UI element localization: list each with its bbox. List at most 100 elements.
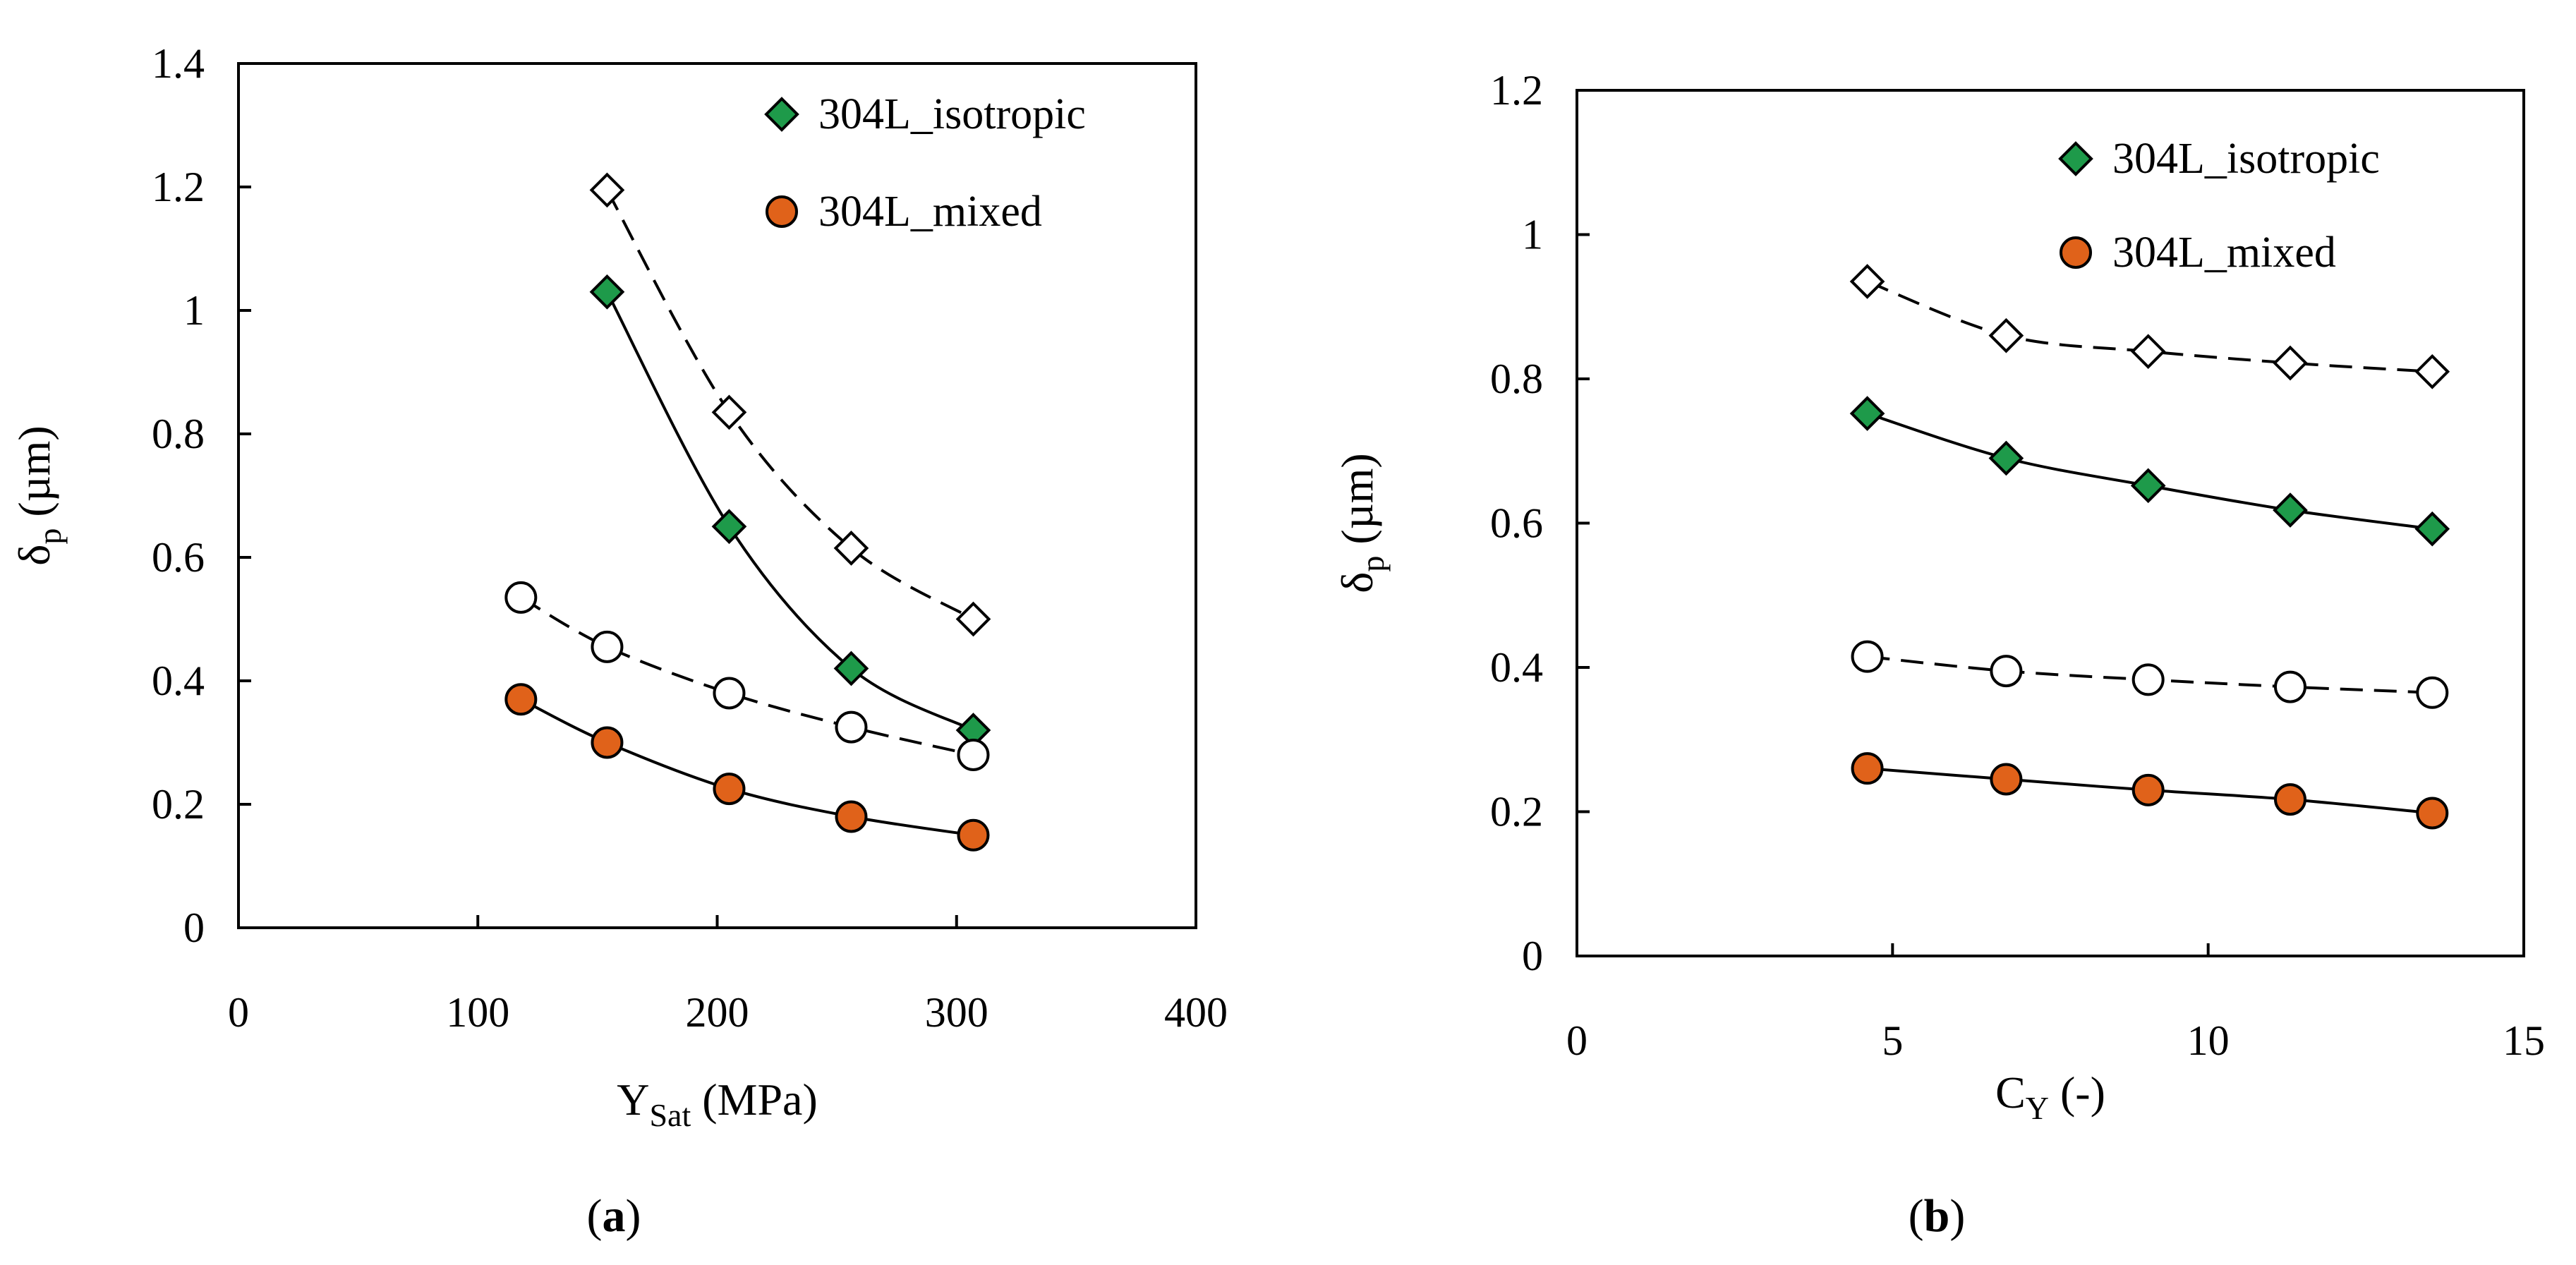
x-tick-label: 15: [2503, 1017, 2545, 1064]
y-axis-label-subscript: p: [32, 528, 68, 545]
data-point-0-0: [1849, 396, 1885, 431]
panel-b-chart: 0 0.2 0.4 0.6 0.8 1 1.2 0 5 10 15 CY (-) δp (µm) (b) 3…: [1332, 67, 2545, 1242]
series-line-0: [605, 291, 974, 732]
data-point-2-3: [835, 800, 868, 833]
y-tick-label: 0.6: [1490, 500, 1543, 547]
x-axis-label-main: C: [1995, 1067, 2026, 1118]
data-point-2-2: [2131, 773, 2165, 806]
legend-label-1: 304L_mixed: [818, 188, 1042, 236]
data-point-2-4: [2416, 797, 2449, 830]
data-point-2-1: [1990, 763, 2023, 796]
data-point-3-4: [2416, 676, 2449, 709]
series-line-2: [520, 698, 974, 837]
data-point-2-4: [957, 818, 990, 852]
data-point-3-0: [1851, 640, 1884, 673]
x-axis-label-unit: (-): [2049, 1067, 2105, 1118]
data-point-2-1: [591, 726, 624, 759]
data-point-1-2: [833, 531, 869, 566]
y-tick-label: 0.4: [152, 658, 205, 704]
y-tick-label: 1.4: [152, 40, 205, 87]
data-point-0-2: [833, 650, 869, 686]
x-tick-label: 0: [228, 989, 249, 1036]
data-point-0-0: [589, 274, 625, 310]
legend: 304L_isotropic 304L_mixed: [2058, 135, 2380, 277]
y-tick-label: 0.8: [1490, 356, 1543, 402]
x-tick-label: 5: [1882, 1017, 1903, 1064]
panel-a-chart: 0 0.2 0.4 0.6 0.8 1 1.2 1.4 0 100 200 300 400 YSat (M…: [9, 40, 1228, 1242]
y-tick-label: 1.2: [152, 164, 205, 210]
data-point-3-3: [835, 710, 868, 744]
x-tick-label: 400: [1164, 989, 1228, 1036]
data-point-1-2: [2130, 334, 2166, 369]
data-point-3-2: [713, 677, 746, 710]
legend: 304L_isotropic 304L_mixed: [764, 90, 1086, 236]
x-axis-label-subscript: Sat: [649, 1097, 691, 1133]
x-tick-label: 300: [925, 989, 988, 1036]
data-point-1-3: [955, 601, 991, 637]
y-tick-label: 1: [1522, 212, 1543, 258]
y-tick-label: 0.4: [1490, 644, 1543, 691]
series-line-3: [520, 596, 974, 756]
y-axis-label-main: δ: [1332, 572, 1382, 593]
y-axis-label: δp (µm): [9, 425, 68, 565]
x-axis-label: YSat (MPa): [617, 1075, 818, 1133]
data-point-3-4: [957, 739, 990, 771]
panel-label: (a): [587, 1190, 641, 1242]
data-point-0-3: [2273, 492, 2308, 528]
data-point-3-3: [2273, 670, 2306, 703]
legend-marker-1: [2060, 236, 2092, 269]
data-point-3-1: [1990, 655, 2023, 688]
legend-label-1: 304L_mixed: [2112, 229, 2336, 277]
data-point-3-2: [2131, 663, 2165, 696]
x-tick-label: 0: [1566, 1017, 1588, 1064]
data-point-0-1: [711, 509, 747, 545]
panel-label-close: ): [1949, 1190, 1965, 1242]
legend-label-0: 304L_isotropic: [2112, 135, 2380, 183]
data-point-1-1: [1988, 317, 2024, 353]
legend-marker-1: [766, 195, 798, 228]
data-point-1-3: [2273, 345, 2308, 381]
x-tick-label: 100: [446, 989, 509, 1036]
legend-marker-0: [764, 97, 799, 132]
x-axis-label: CY (-): [1995, 1067, 2105, 1126]
data-point-1-0: [1849, 264, 1885, 299]
x-tick-label: 200: [686, 989, 749, 1036]
data-point-2-0: [504, 683, 538, 716]
y-axis-label-unit: (µm): [9, 425, 59, 528]
y-tick-label: 1.2: [1490, 67, 1543, 114]
data-point-2-2: [713, 773, 746, 806]
data-point-0-1: [1988, 440, 2024, 476]
data-point-3-0: [504, 581, 538, 614]
y-axis-label-subscript: p: [1355, 556, 1391, 572]
data-point-1-1: [711, 394, 747, 430]
x-tick-label: 10: [2187, 1017, 2230, 1064]
x-axis-label-unit: (MPa): [691, 1075, 818, 1125]
panel-label-open: (: [1909, 1190, 1924, 1242]
x-axis-label-main: Y: [617, 1075, 649, 1125]
x-axis-label-subscript: Y: [2026, 1090, 2049, 1126]
panel-label-close: ): [626, 1190, 641, 1242]
panel-label-letter: a: [603, 1190, 626, 1242]
data-point-2-0: [1851, 752, 1884, 785]
y-axis-label-unit: (µm): [1332, 453, 1382, 555]
data-point-2-3: [2273, 783, 2306, 816]
data-point-3-1: [591, 630, 624, 663]
y-tick-label: 0.6: [152, 534, 205, 581]
y-tick-label: 0.8: [152, 411, 205, 457]
y-tick-label: 1: [183, 287, 205, 334]
data-point-0-2: [2130, 468, 2166, 504]
panel-label-letter: b: [1924, 1190, 1950, 1242]
legend-label-0: 304L_isotropic: [818, 90, 1086, 138]
y-tick-label: 0.2: [152, 781, 205, 828]
data-point-0-4: [2414, 511, 2450, 547]
y-tick-label: 0: [1522, 933, 1543, 979]
panel-label-open: (: [587, 1190, 603, 1242]
legend-marker-0: [2058, 141, 2093, 176]
data-point-1-0: [589, 172, 625, 208]
data-point-1-4: [2414, 353, 2450, 389]
y-axis-label: δp (µm): [1332, 453, 1391, 593]
panel-label: (b): [1909, 1190, 1966, 1242]
y-tick-label: 0.2: [1490, 789, 1543, 835]
y-axis-label-main: δ: [9, 545, 59, 566]
